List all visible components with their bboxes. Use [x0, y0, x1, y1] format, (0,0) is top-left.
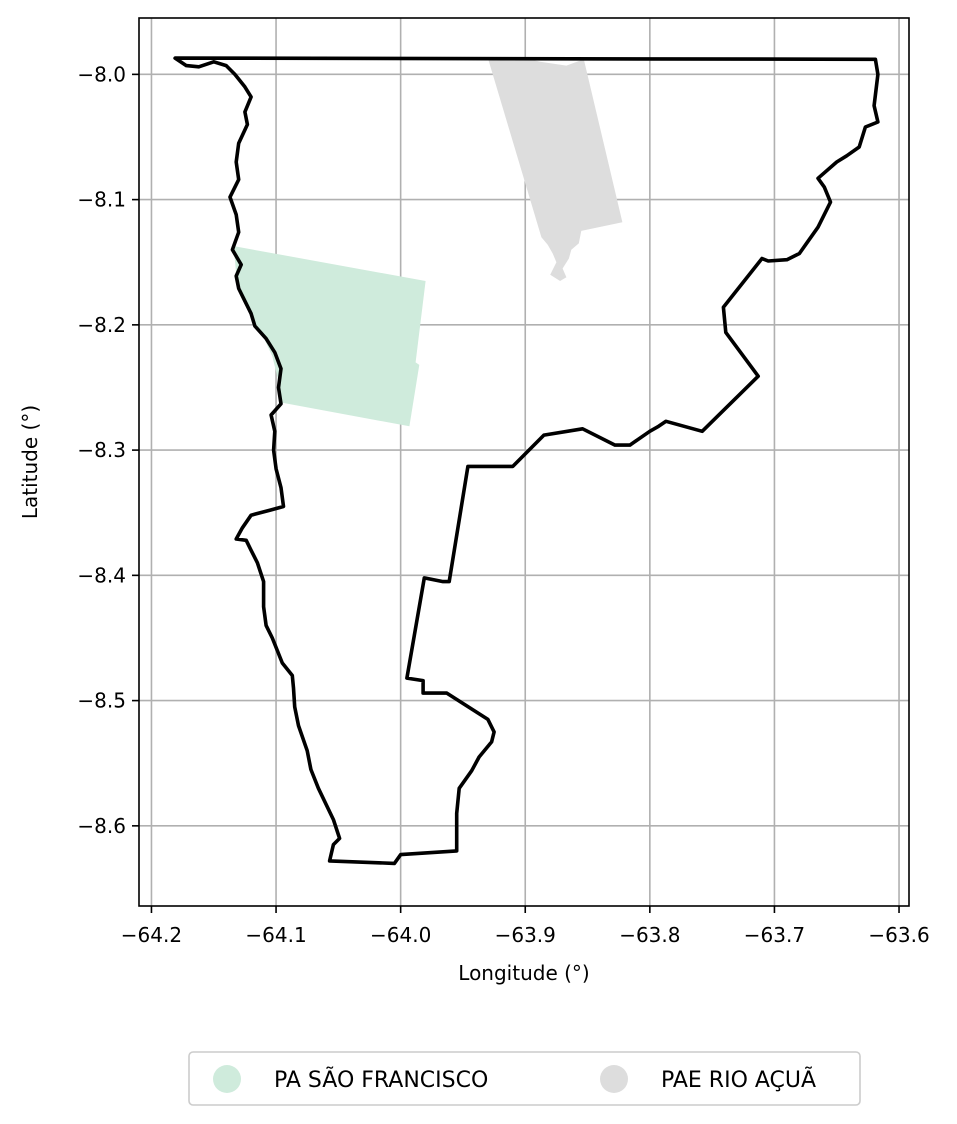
area-polygon-2 [487, 58, 623, 281]
map-layers [173, 56, 880, 866]
plot-frame [138, 17, 910, 907]
y-tick-label: −8.4 [77, 563, 126, 587]
y-tick-label: −8.2 [77, 313, 126, 337]
x-axis-title: Longitude (°) [458, 961, 589, 985]
legend-marker [600, 1065, 628, 1093]
legend-marker [213, 1065, 241, 1093]
y-tick-label: −8.1 [77, 188, 126, 212]
legend-label: PA SÃO FRANCISCO [274, 1066, 488, 1093]
y-tick-label: −8.3 [77, 438, 126, 462]
legend-box [188, 1051, 861, 1106]
x-tick-label: −64.2 [121, 923, 182, 947]
y-axis-title: Latitude (°) [18, 405, 42, 519]
x-tick-label: −63.6 [868, 923, 929, 947]
axis-ticks: −64.2 −64.1 −64.0 −63.9 −63.8 −63.7 −63.6 −8.0 −… [77, 62, 929, 947]
legend: PA SÃO FRANCISCO PAE RIO AÇUÃ [188, 1051, 861, 1106]
x-tick-label: −63.7 [744, 923, 805, 947]
x-tick-label: −63.8 [619, 923, 680, 947]
y-tick-label: −8.0 [77, 62, 126, 86]
x-tick-label: −64.0 [370, 923, 431, 947]
y-tick-label: −8.5 [77, 689, 126, 713]
area-polygon-1 [232, 245, 426, 427]
municipality-boundary [173, 56, 880, 866]
x-tick-label: −63.9 [495, 923, 556, 947]
legend-label: PAE RIO AÇUÃ [661, 1066, 816, 1093]
x-tick-label: −64.1 [245, 923, 306, 947]
y-tick-label: −8.6 [77, 814, 126, 838]
grid-lines [139, 18, 909, 906]
